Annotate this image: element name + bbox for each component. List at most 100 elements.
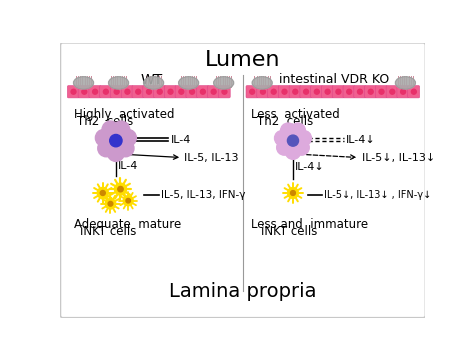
Circle shape	[109, 135, 122, 147]
FancyBboxPatch shape	[310, 86, 323, 98]
Circle shape	[368, 89, 373, 94]
Circle shape	[261, 89, 265, 94]
FancyBboxPatch shape	[186, 86, 198, 98]
Circle shape	[250, 89, 255, 94]
FancyBboxPatch shape	[208, 86, 219, 98]
Circle shape	[277, 140, 292, 155]
FancyBboxPatch shape	[246, 86, 258, 98]
Circle shape	[115, 183, 127, 195]
FancyBboxPatch shape	[343, 86, 355, 98]
Circle shape	[411, 89, 416, 94]
FancyBboxPatch shape	[408, 86, 419, 98]
Circle shape	[118, 186, 123, 192]
Circle shape	[114, 89, 119, 94]
Circle shape	[325, 89, 330, 94]
Circle shape	[287, 135, 299, 146]
Ellipse shape	[73, 77, 93, 89]
Circle shape	[97, 187, 109, 198]
Text: IL-5↓, IL-13↓: IL-5↓, IL-13↓	[362, 152, 435, 162]
FancyBboxPatch shape	[89, 86, 101, 98]
FancyBboxPatch shape	[397, 86, 409, 98]
Circle shape	[108, 201, 113, 206]
Circle shape	[100, 191, 105, 196]
Circle shape	[211, 89, 216, 94]
Circle shape	[119, 130, 137, 146]
FancyBboxPatch shape	[375, 86, 387, 98]
Text: IL-5, IL-13, IFN-γ: IL-5, IL-13, IFN-γ	[161, 190, 245, 200]
Circle shape	[390, 89, 395, 94]
Circle shape	[346, 89, 352, 94]
FancyBboxPatch shape	[121, 86, 133, 98]
Circle shape	[288, 187, 298, 198]
Circle shape	[201, 89, 205, 94]
Circle shape	[190, 89, 194, 94]
FancyBboxPatch shape	[289, 86, 301, 98]
Circle shape	[336, 89, 341, 94]
FancyBboxPatch shape	[365, 86, 376, 98]
Circle shape	[293, 89, 298, 94]
Circle shape	[294, 140, 309, 155]
Circle shape	[281, 128, 305, 153]
Circle shape	[379, 89, 384, 94]
Text: iNKT cells: iNKT cells	[261, 225, 317, 238]
FancyBboxPatch shape	[332, 86, 344, 98]
Text: iNKT cells: iNKT cells	[81, 225, 137, 238]
Text: Adequate  mature: Adequate mature	[74, 218, 182, 231]
Text: IL-4↓: IL-4↓	[346, 135, 376, 145]
FancyBboxPatch shape	[197, 86, 209, 98]
FancyBboxPatch shape	[164, 86, 176, 98]
Circle shape	[281, 123, 296, 138]
Ellipse shape	[252, 77, 272, 89]
FancyBboxPatch shape	[143, 86, 155, 98]
FancyBboxPatch shape	[267, 86, 280, 98]
Text: WT: WT	[140, 73, 163, 87]
Ellipse shape	[109, 77, 128, 89]
Ellipse shape	[179, 77, 199, 89]
Circle shape	[123, 196, 133, 206]
Circle shape	[95, 130, 112, 146]
Circle shape	[314, 89, 319, 94]
Text: Less and  immature: Less and immature	[251, 218, 368, 231]
Text: IL-5, IL-13: IL-5, IL-13	[184, 152, 239, 162]
Circle shape	[98, 140, 115, 157]
Text: Highly  activated: Highly activated	[74, 107, 175, 121]
Circle shape	[285, 144, 301, 159]
Circle shape	[71, 89, 76, 94]
Text: intestinal VDR KO: intestinal VDR KO	[279, 73, 389, 86]
FancyBboxPatch shape	[100, 86, 112, 98]
FancyBboxPatch shape	[386, 86, 398, 98]
Circle shape	[126, 198, 130, 203]
Text: IL-5↓, IL-13↓ , IFN-γ↓: IL-5↓, IL-13↓ , IFN-γ↓	[324, 190, 431, 200]
FancyBboxPatch shape	[61, 43, 425, 318]
Circle shape	[304, 89, 309, 94]
Circle shape	[108, 145, 124, 161]
Text: Th2  cells: Th2 cells	[257, 115, 313, 128]
FancyBboxPatch shape	[257, 86, 269, 98]
FancyBboxPatch shape	[219, 86, 230, 98]
Circle shape	[290, 123, 305, 138]
Circle shape	[222, 89, 227, 94]
Circle shape	[125, 89, 130, 94]
Circle shape	[401, 89, 406, 94]
Circle shape	[136, 89, 141, 94]
Circle shape	[291, 191, 295, 195]
FancyBboxPatch shape	[278, 86, 290, 98]
FancyBboxPatch shape	[154, 86, 165, 98]
Circle shape	[102, 127, 130, 155]
Circle shape	[117, 140, 134, 157]
FancyBboxPatch shape	[300, 86, 312, 98]
Circle shape	[92, 89, 98, 94]
Ellipse shape	[214, 77, 234, 89]
Circle shape	[105, 198, 116, 209]
Circle shape	[103, 89, 109, 94]
Text: IL-4: IL-4	[171, 135, 191, 145]
Text: IL-4↓: IL-4↓	[295, 162, 325, 172]
Ellipse shape	[395, 77, 415, 89]
FancyBboxPatch shape	[110, 86, 122, 98]
Text: IL-4: IL-4	[118, 161, 138, 171]
FancyBboxPatch shape	[354, 86, 366, 98]
FancyBboxPatch shape	[67, 86, 79, 98]
Circle shape	[179, 89, 184, 94]
FancyBboxPatch shape	[321, 86, 333, 98]
Text: Lumen: Lumen	[205, 50, 281, 70]
